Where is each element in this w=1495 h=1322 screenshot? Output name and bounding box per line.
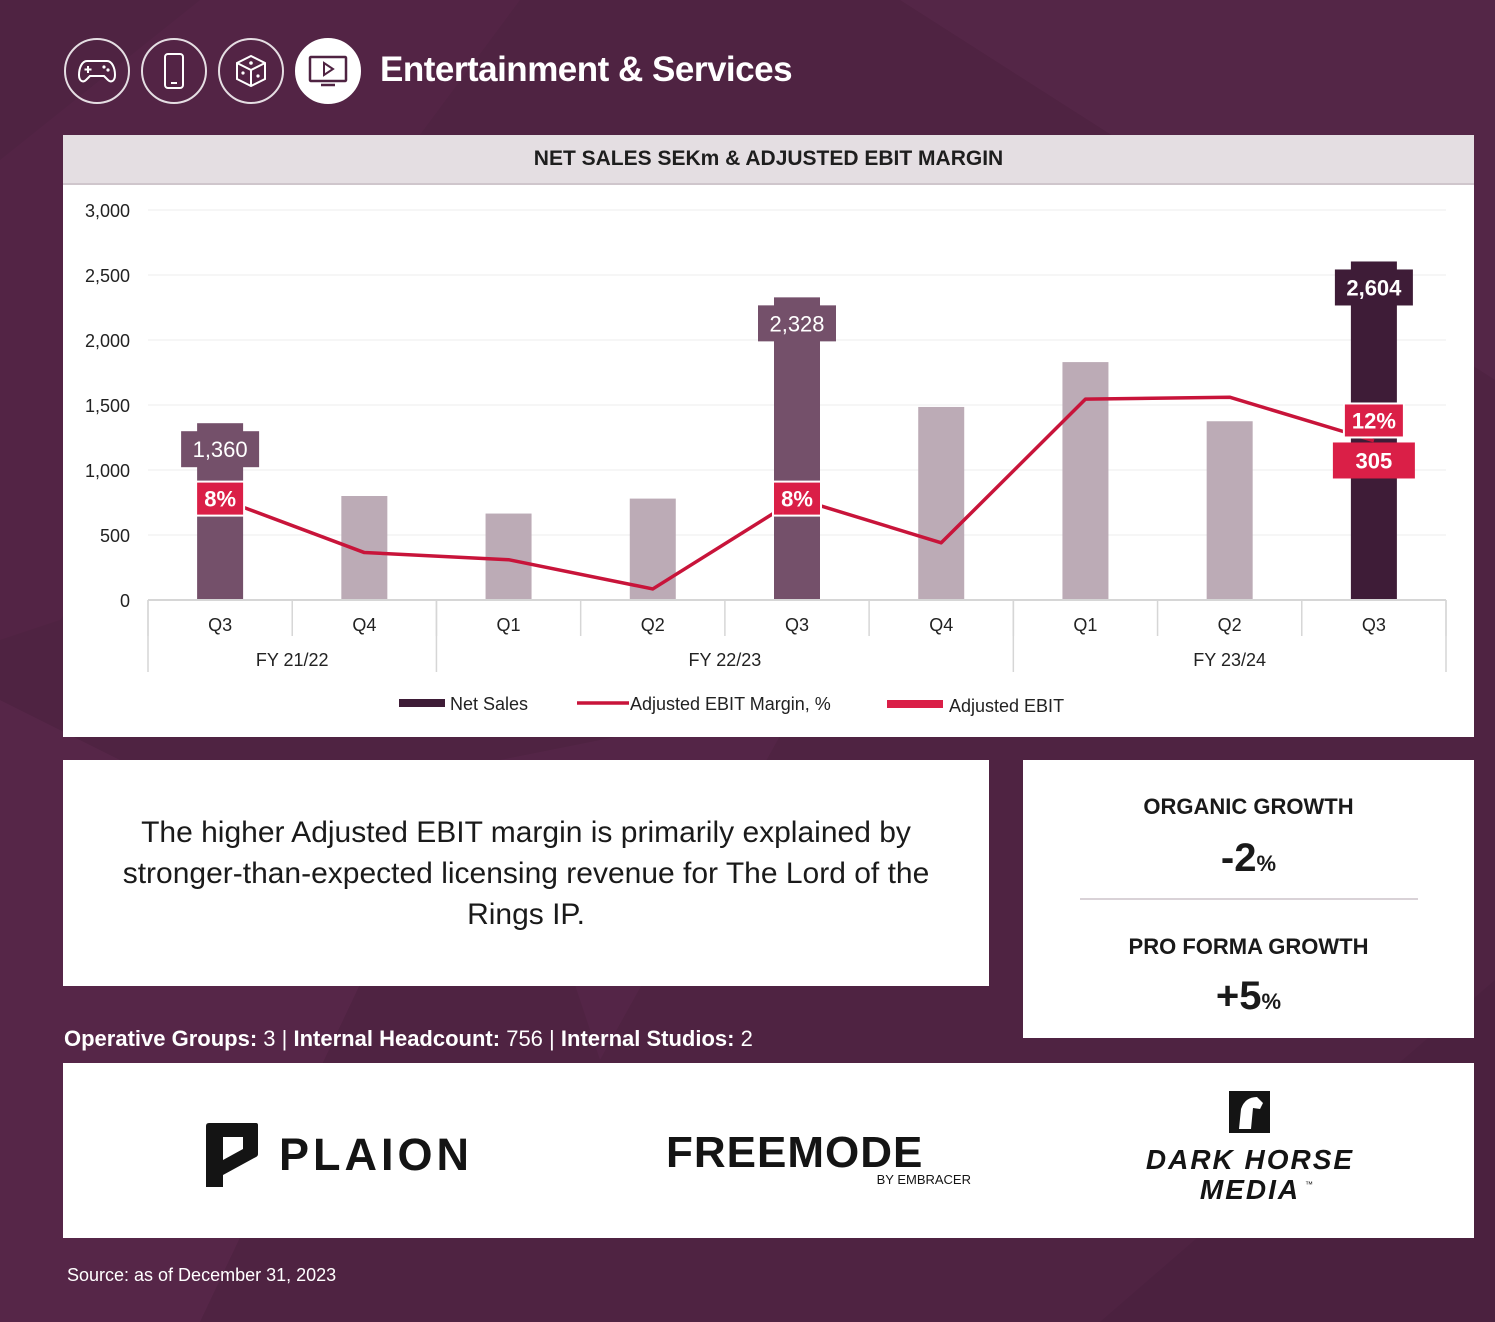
net-sales-ebit-chart: 0 500 1,000 1,500 2,000 2,500 3,000 Q3 Q4 Q1 Q2 Q3 Q…: [85, 201, 1447, 716]
data-label-box: [1342, 402, 1405, 439]
groups-label: Operative Groups:: [64, 1026, 258, 1051]
plaion-wordmark: PLAION: [279, 1129, 473, 1180]
x-tick-label: Q2: [641, 615, 665, 635]
fiscal-year-label: FY 22/23: [689, 650, 762, 670]
freemode-wordmark: FREEMODE: [666, 1128, 923, 1177]
data-label: 2,604: [1346, 275, 1402, 300]
freemode-subtitle: BY EMBRACER: [877, 1172, 971, 1187]
legend-label: Adjusted EBIT Margin, %: [630, 694, 831, 714]
commentary-card: The higher Adjusted EBIT margin is prima…: [63, 760, 989, 986]
dark-horse-line1: DARK HORSE: [1146, 1144, 1354, 1175]
studios-value: 2: [740, 1026, 753, 1051]
legend-label: Net Sales: [450, 694, 528, 714]
tv-play-icon[interactable]: [295, 38, 361, 104]
legend-label: Adjusted EBIT: [949, 696, 1064, 716]
data-label: 8%: [204, 487, 236, 512]
headcount-label: Internal Headcount:: [293, 1026, 501, 1051]
organic-growth-value: -2%: [1023, 836, 1474, 881]
legend-swatch-ebit: [887, 700, 943, 708]
dark-horse-line2: MEDIA: [1200, 1174, 1300, 1205]
growth-divider: [1080, 898, 1418, 900]
brand-logos: PLAION FREEMODE BY EMBRACER DARK HORSE M…: [206, 1091, 1354, 1205]
net-sales-bar: [774, 297, 820, 600]
pro-forma-growth-label: PRO FORMA GROWTH: [1128, 934, 1369, 959]
stats-separator: |: [281, 1026, 288, 1051]
organic-growth-unit: %: [1256, 851, 1277, 876]
category-icon-row: [64, 38, 361, 104]
commentary-text: The higher Adjusted EBIT margin is prima…: [122, 815, 930, 931]
chart-title: NET SALES SEKm & ADJUSTED EBIT MARGIN: [63, 135, 1474, 185]
pro-forma-growth-unit: %: [1261, 989, 1282, 1014]
data-label-box: [758, 305, 836, 342]
mobile-phone-icon[interactable]: [141, 38, 207, 104]
dark-horse-logo[interactable]: DARK HORSE MEDIA ™: [1146, 1091, 1354, 1205]
x-tick-label: Q3: [1362, 615, 1386, 635]
studios-label: Internal Studios:: [560, 1026, 735, 1051]
data-label-box: [1334, 269, 1413, 306]
data-label-box: [195, 480, 246, 517]
plaion-logo[interactable]: PLAION: [206, 1123, 473, 1187]
groups-value: 3: [263, 1026, 276, 1051]
company-stats: Operative Groups: 3 | Internal Headcount…: [64, 1026, 753, 1052]
x-tick-label: Q3: [785, 615, 809, 635]
data-label-box: [181, 431, 260, 468]
y-tick-label: 1,000: [85, 461, 130, 481]
dice-icon[interactable]: [218, 38, 284, 104]
page-title: Entertainment & Services: [380, 50, 793, 89]
data-label: 1,360: [193, 437, 248, 462]
net-sales-bar: [485, 513, 532, 600]
x-tick-label: Q2: [1218, 615, 1242, 635]
y-tick-label: 2,500: [85, 266, 130, 286]
x-tick-label: Q4: [352, 615, 376, 635]
y-tick-label: 1,500: [85, 396, 130, 416]
net-sales-bar: [1062, 362, 1109, 600]
x-tick-label: Q1: [497, 615, 521, 635]
pro-forma-growth-number: +5: [1215, 974, 1262, 1018]
organic-growth-number: -2: [1220, 836, 1257, 880]
source-note: Source: as of December 31, 2023: [67, 1265, 337, 1285]
y-tick-label: 3,000: [85, 201, 130, 221]
y-tick-label: 500: [100, 526, 130, 546]
y-tick-label: 2,000: [85, 331, 130, 351]
data-label: 305: [1356, 448, 1393, 473]
net-sales-bar: [918, 406, 965, 600]
x-tick-label: Q1: [1073, 615, 1097, 635]
headcount-value: 756: [506, 1026, 543, 1051]
growth-card: ORGANIC GROWTH -2% PRO FORMA GROWTH +5%: [1023, 760, 1474, 1038]
data-label: 12%: [1352, 408, 1396, 433]
net-sales-bar: [629, 498, 676, 600]
x-tick-label: Q4: [929, 615, 953, 635]
data-label-box: [772, 480, 822, 517]
fiscal-year-label: FY 21/22: [256, 650, 329, 670]
data-label: 8%: [781, 487, 813, 512]
legend-swatch-net-sales: [399, 699, 445, 707]
logo-card: PLAION FREEMODE BY EMBRACER DARK HORSE M…: [63, 1063, 1474, 1238]
chart-card: NET SALES SEKm & ADJUSTED EBIT MARGIN 0 5…: [63, 135, 1474, 737]
y-tick-label: 0: [120, 591, 130, 611]
x-tick-label: Q3: [208, 615, 232, 635]
dark-horse-tm: ™: [1305, 1180, 1313, 1189]
net-sales-bar: [1206, 421, 1253, 600]
stats-separator: |: [549, 1026, 555, 1051]
data-label: 2,328: [769, 311, 824, 336]
fiscal-year-label: FY 23/24: [1193, 650, 1266, 670]
organic-growth-label: ORGANIC GROWTH: [1143, 794, 1354, 819]
freemode-logo[interactable]: FREEMODE BY EMBRACER: [666, 1128, 971, 1187]
gamepad-icon[interactable]: [64, 38, 130, 104]
data-label-box: [1332, 442, 1415, 479]
pro-forma-growth-value: +5%: [1023, 974, 1474, 1019]
